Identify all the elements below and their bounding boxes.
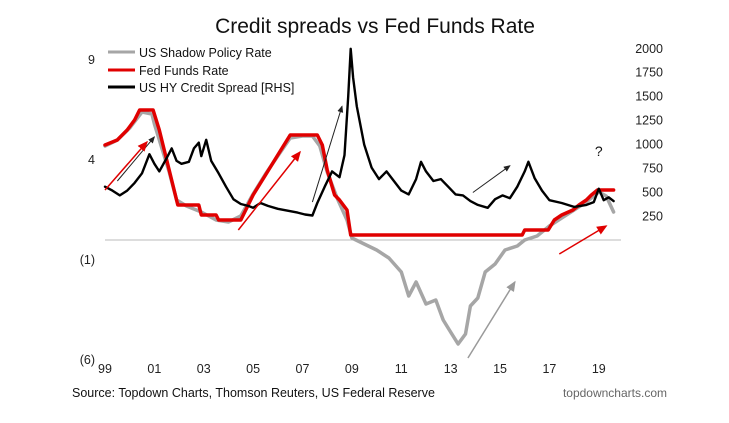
trend-arrow-black	[472, 165, 511, 193]
x-tick-label: 13	[444, 362, 458, 376]
series-line-hy-spread	[103, 47, 615, 217]
chart-title: Credit spreads vs Fed Funds Rate	[215, 15, 535, 38]
series-line-fed-funds	[103, 108, 616, 237]
trend-arrow-red	[558, 225, 608, 255]
trend-arrow-black	[116, 136, 156, 182]
x-tick-label: 99	[98, 362, 112, 376]
x-tick-label: 01	[147, 362, 161, 376]
annotation-question-mark: ?	[595, 143, 603, 159]
series-line-shadow-rate	[103, 110, 616, 346]
x-tick-label: 15	[493, 362, 507, 376]
legend: US Shadow Policy Rate Fed Funds Rate US …	[108, 46, 294, 95]
legend-label-fed: Fed Funds Rate	[139, 64, 229, 78]
left-tick-label: 9	[88, 53, 95, 67]
left-tick-label: (1)	[80, 253, 95, 267]
right-tick-label: 1750	[635, 66, 663, 80]
arrow-layer	[104, 105, 608, 359]
trend-arrow-black	[311, 105, 344, 203]
right-tick-label: 1250	[635, 114, 663, 128]
brand-watermark: topdowncharts.com	[563, 386, 667, 400]
right-tick-label: 1500	[635, 90, 663, 104]
left-axis-ticks: 9 4 (1) (6)	[80, 53, 95, 367]
x-tick-label: 19	[592, 362, 606, 376]
right-tick-label: 250	[642, 209, 663, 223]
x-tick-label: 17	[542, 362, 556, 376]
right-axis-ticks: 250 500 750 1000 1250 1500 1750 2000	[635, 42, 663, 224]
right-tick-label: 2000	[635, 42, 663, 56]
left-tick-label: (6)	[80, 353, 95, 367]
source-note: Source: Topdown Charts, Thomson Reuters,…	[72, 386, 435, 400]
x-tick-label: 07	[296, 362, 310, 376]
legend-label-shadow: US Shadow Policy Rate	[139, 46, 272, 60]
x-tick-label: 09	[345, 362, 359, 376]
x-axis-ticks: 99 01 03 05 07 09 11 13 15 17 19	[98, 362, 606, 376]
right-tick-label: 750	[642, 162, 663, 176]
right-tick-label: 500	[642, 185, 663, 199]
trend-arrow-red	[104, 140, 148, 191]
legend-label-hy: US HY Credit Spread [RHS]	[139, 81, 294, 95]
left-tick-label: 4	[88, 153, 95, 167]
x-tick-label: 03	[197, 362, 211, 376]
series-layer	[103, 47, 616, 346]
x-tick-label: 05	[246, 362, 260, 376]
trend-arrow-gray	[467, 280, 516, 359]
x-tick-label: 11	[395, 362, 408, 376]
trend-arrow-red	[237, 150, 301, 231]
right-tick-label: 1000	[635, 138, 663, 152]
